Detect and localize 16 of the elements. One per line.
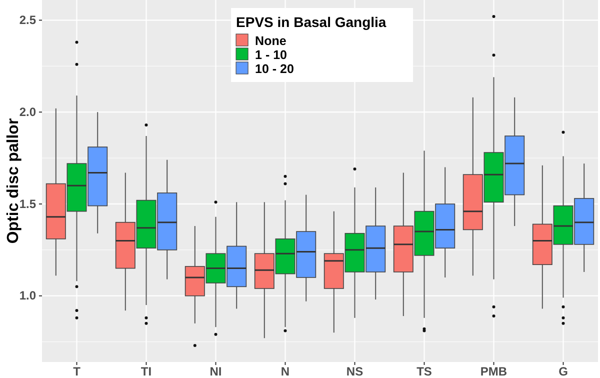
legend-label: 10 - 20: [255, 62, 294, 76]
x-tick-label: NS: [346, 364, 364, 378]
legend-title: EPVS in Basal Ganglia: [236, 14, 386, 30]
x-tick-label: TI: [140, 364, 152, 378]
y-tick-label: 2.0: [19, 104, 36, 119]
x-tick-label: N: [280, 364, 290, 378]
x-tick-label: PMB: [480, 364, 508, 378]
y-tick-label: 1.5: [19, 196, 36, 211]
x-tick-label: G: [558, 364, 568, 378]
x-tick-label: NI: [210, 364, 222, 378]
legend-label: 1 - 10: [255, 48, 288, 62]
x-tick-label: TS: [416, 364, 432, 378]
x-tick-label: T: [73, 364, 82, 378]
y-tick-label: 1.0: [19, 288, 36, 303]
y-tick-label: 2.5: [19, 13, 36, 28]
legend-label: None: [255, 34, 286, 48]
